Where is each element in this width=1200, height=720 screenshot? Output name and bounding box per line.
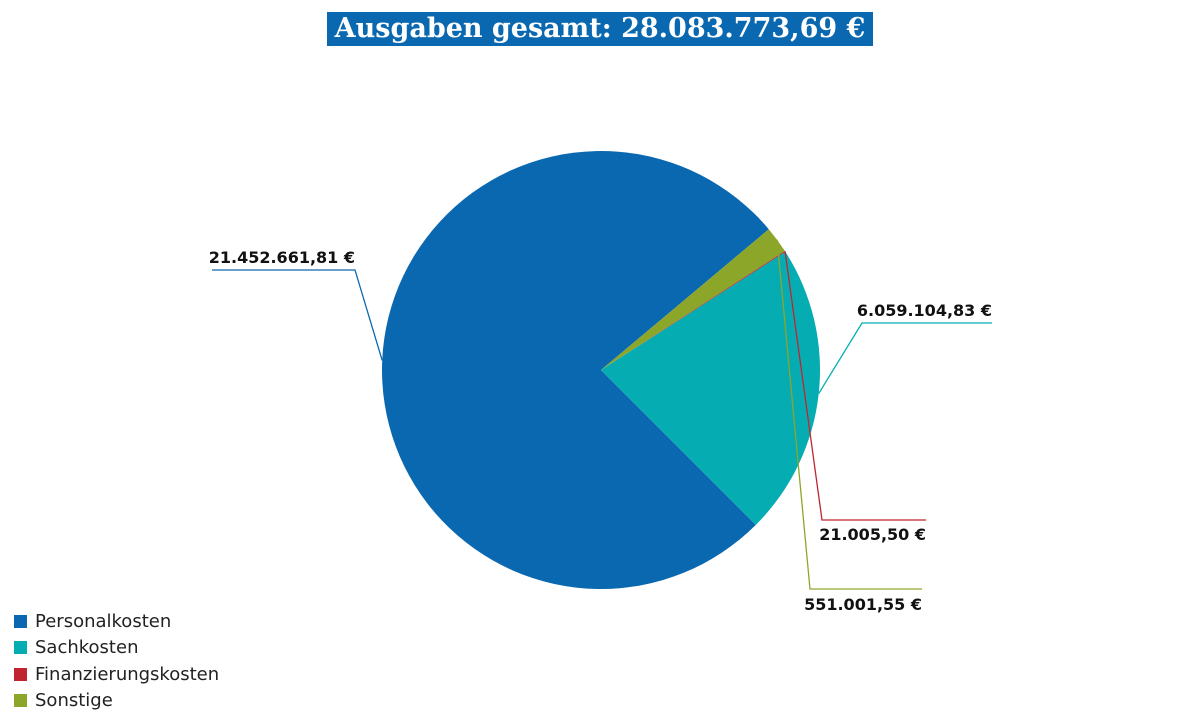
pie-leader-lines <box>212 239 992 590</box>
legend-swatch-sachkosten <box>14 641 27 655</box>
legend-swatch-finanzierungskosten <box>14 667 27 681</box>
leader-line-sachkosten <box>818 322 992 394</box>
chart-title: Ausgaben gesamt: 28.083.773,69 € <box>326 12 874 46</box>
pie-slice-sachkosten <box>601 251 820 525</box>
pie-slices <box>381 150 820 589</box>
legend-item-personalkosten: Personalkosten <box>14 608 219 635</box>
legend-item-sonstige: Sonstige <box>14 688 219 715</box>
pie-slice-personalkosten <box>381 150 769 589</box>
legend: Personalkosten Sachkosten Finanzierungsk… <box>14 608 219 714</box>
leader-line-personalkosten <box>212 269 383 361</box>
legend-swatch-personalkosten <box>14 614 27 628</box>
pie-slice-finanzierungskosten <box>601 250 786 370</box>
legend-label-personalkosten: Personalkosten <box>35 610 172 632</box>
pie-data-labels: 21.452.661,81 € 6.059.104,83 € 21.005,50 €… <box>209 248 992 614</box>
legend-swatch-sonstige <box>14 694 27 708</box>
data-label-sonstige: 551.001,55 € <box>804 595 922 614</box>
pie-slice-sonstige <box>601 229 785 370</box>
legend-label-sachkosten: Sachkosten <box>35 637 139 659</box>
leader-line-finanzierungskosten <box>784 251 926 521</box>
legend-item-sachkosten: Sachkosten <box>14 635 219 662</box>
leader-line-sonstige <box>776 239 922 590</box>
chart-title-wrap: Ausgaben gesamt: 28.083.773,69 € <box>0 12 1200 46</box>
legend-label-sonstige: Sonstige <box>35 690 113 712</box>
data-label-personalkosten: 21.452.661,81 € <box>209 248 355 267</box>
data-label-sachkosten: 6.059.104,83 € <box>857 301 992 320</box>
data-label-finanzierungskosten: 21.005,50 € <box>819 525 926 544</box>
legend-label-finanzierungskosten: Finanzierungskosten <box>35 663 220 685</box>
legend-item-finanzierungskosten: Finanzierungskosten <box>14 661 219 688</box>
